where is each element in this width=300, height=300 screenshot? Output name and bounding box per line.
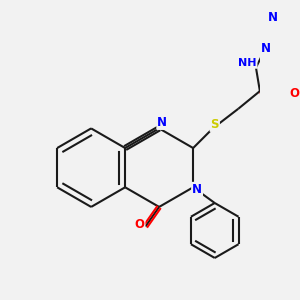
Text: N: N (192, 183, 202, 196)
Text: NH: NH (238, 58, 256, 68)
Text: N: N (261, 42, 271, 55)
Text: S: S (211, 118, 219, 131)
Text: O: O (290, 87, 299, 100)
Text: N: N (157, 116, 167, 129)
Text: N: N (267, 11, 278, 24)
Text: O: O (134, 218, 145, 231)
